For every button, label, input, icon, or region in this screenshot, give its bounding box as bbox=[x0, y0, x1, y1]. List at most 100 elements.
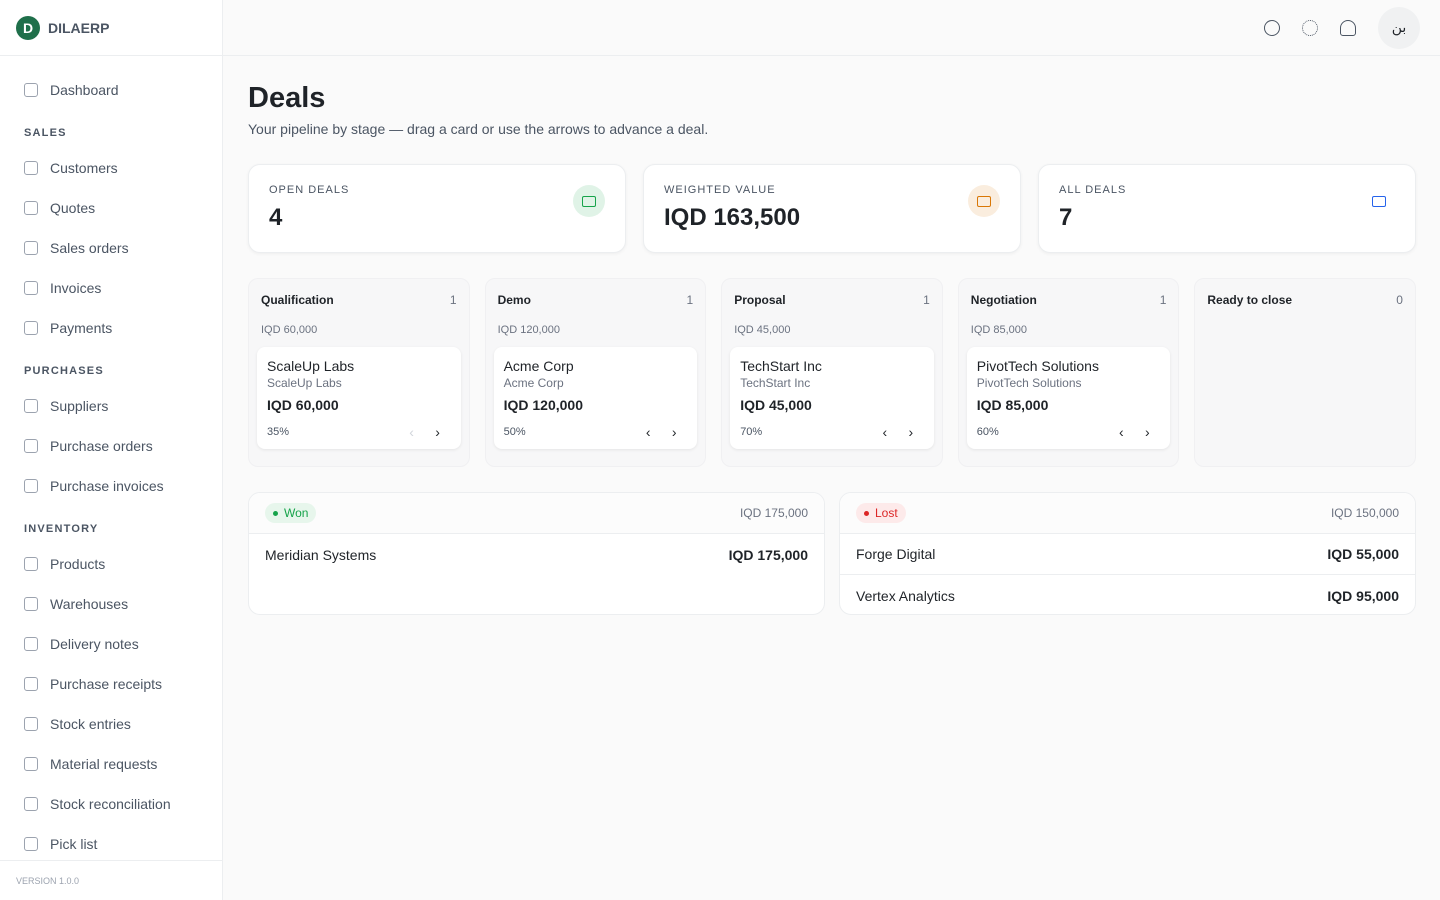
nav-icon bbox=[24, 557, 38, 571]
stat-icon bbox=[968, 185, 1000, 217]
deal-card[interactable]: Acme Corp Acme Corp IQD 120,000 50% ‹ › bbox=[493, 347, 698, 449]
nav-item[interactable]: Dashboard bbox=[0, 70, 222, 110]
nav-item[interactable]: Sales orders bbox=[0, 228, 222, 268]
stage-column: Negotiation 1 IQD 85,000 PivotTech Solution… bbox=[957, 278, 1180, 467]
stage-column: Ready to close 0 bbox=[1194, 278, 1416, 467]
stage-name: Negotiation bbox=[970, 293, 1037, 307]
briefcase-icon bbox=[1372, 195, 1386, 207]
deal-company: ScaleUp Labs bbox=[267, 376, 342, 390]
stat-icon bbox=[1363, 185, 1395, 217]
nav-icon bbox=[24, 797, 38, 811]
stage-name: Qualification bbox=[261, 293, 334, 307]
stage-header: Ready to close 0 bbox=[1203, 293, 1407, 307]
nav-item[interactable]: Warehouses bbox=[0, 584, 222, 624]
stage-total: IQD 45,000 bbox=[734, 324, 791, 336]
nav-label: Purchase invoices bbox=[50, 478, 164, 494]
move-forward-button[interactable]: › bbox=[898, 423, 924, 441]
nav-item[interactable]: Delivery notes bbox=[0, 624, 222, 664]
move-back-button[interactable]: ‹ bbox=[635, 423, 661, 441]
stage-name: Demo bbox=[497, 293, 531, 307]
stage-count: 1 bbox=[686, 293, 694, 307]
closed-deal-name: Meridian Systems bbox=[265, 546, 377, 563]
move-forward-button[interactable]: › bbox=[425, 423, 451, 441]
status-dot bbox=[864, 510, 869, 516]
nav-item[interactable]: Pick list bbox=[0, 824, 222, 860]
nav-item[interactable]: Invoices bbox=[0, 268, 222, 308]
stats: OPEN DEALS 4 WEIGHTED VALUE IQD 163,500 ALL … bbox=[248, 164, 1416, 253]
closed-deal-row[interactable]: Forge Digital IQD 55,000 bbox=[840, 534, 1415, 575]
nav-icon bbox=[24, 399, 38, 413]
stage-header: Qualification 1 bbox=[257, 293, 461, 307]
nav-icon bbox=[24, 439, 38, 453]
deal-footer: 50% ‹ › bbox=[504, 423, 688, 441]
nav-item[interactable]: Quotes bbox=[0, 188, 222, 228]
stage-column: Proposal 1 IQD 45,000 TechStart Inc TechStar… bbox=[721, 278, 943, 467]
nav-label: Purchase orders bbox=[50, 438, 153, 454]
stage-count: 1 bbox=[1159, 293, 1167, 307]
nav-item[interactable]: Stock entries bbox=[0, 704, 222, 744]
nav-icon bbox=[24, 717, 38, 731]
stage-total: IQD 85,000 bbox=[970, 324, 1028, 336]
deal-value: IQD 120,000 bbox=[503, 397, 583, 413]
deal-footer: 60% ‹ › bbox=[977, 423, 1161, 441]
deal-name: PivotTech Solutions bbox=[976, 358, 1099, 374]
deal-card[interactable]: PivotTech Solutions PivotTech Solutions IQ… bbox=[966, 347, 1171, 449]
nav-icon bbox=[24, 597, 38, 611]
nav-item[interactable]: Payments bbox=[0, 308, 222, 348]
closed-deal-row[interactable]: Meridian Systems IQD 175,000 bbox=[249, 534, 824, 575]
stage-name: Ready to close bbox=[1207, 293, 1293, 307]
nav-icon bbox=[24, 281, 38, 295]
page-title: Deals bbox=[248, 82, 326, 114]
closed-deal-value: IQD 55,000 bbox=[1327, 546, 1399, 562]
nav-label: Stock reconciliation bbox=[50, 796, 171, 812]
nav-item[interactable]: Material requests bbox=[0, 744, 222, 784]
move-forward-button[interactable]: › bbox=[661, 423, 687, 441]
nav-icon bbox=[24, 677, 38, 691]
deal-card[interactable]: TechStart Inc TechStart Inc IQD 45,000 70% ‹… bbox=[730, 347, 934, 449]
stat-value: 7 bbox=[1059, 204, 1073, 231]
nav-item[interactable]: Purchase invoices bbox=[0, 466, 222, 506]
nav-label: Material requests bbox=[50, 756, 158, 772]
nav-item[interactable]: Purchase receipts bbox=[0, 664, 222, 704]
nav-icon bbox=[24, 479, 38, 493]
nav-item[interactable]: Purchase orders bbox=[0, 426, 222, 466]
notifications-button[interactable] bbox=[1340, 19, 1356, 36]
nav-heading: INVENTORY bbox=[24, 523, 99, 535]
move-forward-button[interactable]: › bbox=[1134, 423, 1160, 441]
closed-deal-name: Vertex Analytics bbox=[856, 587, 955, 604]
move-back-button[interactable]: ‹ bbox=[1108, 423, 1134, 441]
nav-icon bbox=[24, 837, 38, 851]
deal-card[interactable]: ScaleUp Labs ScaleUp Labs IQD 60,000 35% ‹ › bbox=[257, 347, 461, 449]
stage-count: 0 bbox=[1396, 293, 1403, 307]
stat-value: 4 bbox=[269, 204, 283, 231]
nav-icon bbox=[24, 321, 38, 335]
theme-button[interactable] bbox=[1302, 19, 1318, 36]
nav-icon bbox=[24, 83, 38, 97]
move-back-button[interactable]: ‹ bbox=[399, 423, 425, 441]
sidebar: D DILAERP Dashboard SALES Customers Quotes Sa… bbox=[0, 0, 223, 900]
closed-deals: Won IQD 175,000 Meridian Systems IQD 175,00… bbox=[248, 492, 1416, 615]
nav-item[interactable]: Stock reconciliation bbox=[0, 784, 222, 824]
nav-item[interactable]: Suppliers bbox=[0, 386, 222, 426]
avatar[interactable]: بن bbox=[1378, 6, 1420, 49]
version: VERSION 1.0.0 bbox=[0, 860, 222, 900]
nav-label: Purchase receipts bbox=[50, 676, 163, 692]
stage-header: Demo 1 bbox=[494, 293, 698, 307]
nav-item[interactable]: Products bbox=[0, 544, 222, 584]
nav-label: Invoices bbox=[50, 280, 102, 296]
nav-item[interactable]: Customers bbox=[0, 148, 222, 188]
page-subtitle: Your pipeline by stage — drag a card or … bbox=[248, 121, 709, 137]
move-back-button[interactable]: ‹ bbox=[872, 423, 898, 441]
nav-label: Sales orders bbox=[50, 240, 129, 256]
nav-heading: PURCHASES bbox=[24, 365, 104, 377]
closed-total: IQD 150,000 bbox=[1330, 506, 1399, 520]
topbar: بن bbox=[223, 0, 1440, 56]
stat-label: ALL DEALS bbox=[1059, 184, 1127, 196]
language-button[interactable] bbox=[1264, 19, 1280, 36]
brand[interactable]: D DILAERP bbox=[0, 0, 222, 56]
stage-column: Demo 1 IQD 120,000 Acme Corp Acme Corp IQD 12… bbox=[484, 278, 707, 467]
brand-name: DILAERP bbox=[48, 19, 110, 36]
closed-deal-row[interactable]: Vertex Analytics IQD 95,000 bbox=[840, 575, 1415, 614]
nav-icon bbox=[24, 241, 38, 255]
